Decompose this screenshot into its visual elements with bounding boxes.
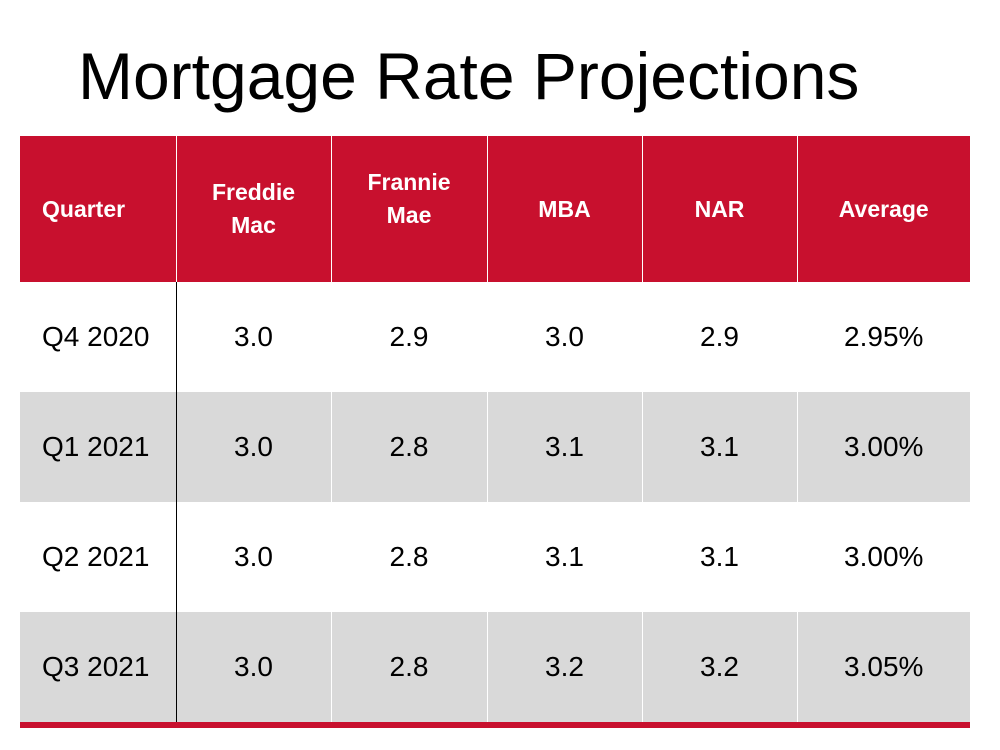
table-header: Quarter Freddie Mac Frannie Mae MBA NAR (20, 136, 970, 282)
cell-nar: 3.2 (641, 612, 798, 728)
slide-title: Mortgage Rate Projections (78, 39, 860, 113)
header-freddie-mac-line2: Mac (231, 212, 276, 238)
cell-quarter: Q1 2021 (20, 392, 177, 502)
header-frannie-mae: Frannie Mae (330, 136, 488, 282)
cell-frannie-mae: 2.9 (330, 282, 488, 392)
cell-mba: 3.1 (486, 502, 643, 612)
cell-frannie-mae: 2.8 (330, 502, 488, 612)
cell-freddie-mac: 3.0 (175, 392, 332, 502)
cell-quarter: Q3 2021 (20, 612, 177, 728)
header-quarter: Quarter (20, 136, 177, 282)
header-nar-label: NAR (694, 195, 745, 222)
header-mba: MBA (486, 136, 643, 282)
header-mba-label: MBA (538, 195, 591, 222)
cell-average: 3.00% (796, 502, 970, 612)
table-row: Q4 2020 3.0 2.9 3.0 2.9 2.95% (20, 282, 970, 392)
cell-frannie-mae: 2.8 (330, 612, 488, 728)
header-quarter-label: Quarter (42, 195, 126, 222)
cell-average: 3.00% (796, 392, 970, 502)
header-nar: NAR (641, 136, 798, 282)
cell-average: 3.05% (796, 612, 970, 728)
header-freddie-mac-line1: Freddie (211, 179, 296, 205)
header-frannie-mae-line2: Mae (386, 202, 432, 228)
cell-freddie-mac: 3.0 (175, 612, 332, 728)
header-average-label: Average (838, 195, 929, 222)
cell-freddie-mac: 3.0 (175, 502, 332, 612)
cell-quarter: Q4 2020 (20, 282, 177, 392)
table-body: Q4 2020 3.0 2.9 3.0 2.9 2.95% Q1 2021 3.… (20, 282, 970, 728)
cell-nar: 2.9 (641, 282, 798, 392)
cell-mba: 3.0 (486, 282, 643, 392)
mortgage-rate-table: Quarter Freddie Mac Frannie Mae MBA NAR (20, 136, 970, 728)
cell-quarter: Q2 2021 (20, 502, 177, 612)
cell-mba: 3.1 (486, 392, 643, 502)
table-row: Q1 2021 3.0 2.8 3.1 3.1 3.00% (20, 392, 970, 502)
table-row: Q3 2021 3.0 2.8 3.2 3.2 3.05% (20, 612, 970, 728)
cell-frannie-mae: 2.8 (330, 392, 488, 502)
cell-mba: 3.2 (486, 612, 643, 728)
table-row: Q2 2021 3.0 2.8 3.1 3.1 3.00% (20, 502, 970, 612)
cell-nar: 3.1 (641, 392, 798, 502)
header-row: Quarter Freddie Mac Frannie Mae MBA NAR (20, 136, 970, 282)
cell-freddie-mac: 3.0 (175, 282, 332, 392)
cell-average: 2.95% (796, 282, 970, 392)
header-average: Average (796, 136, 970, 282)
header-frannie-mae-line1: Frannie (367, 169, 451, 195)
header-freddie-mac: Freddie Mac (175, 136, 332, 282)
cell-nar: 3.1 (641, 502, 798, 612)
